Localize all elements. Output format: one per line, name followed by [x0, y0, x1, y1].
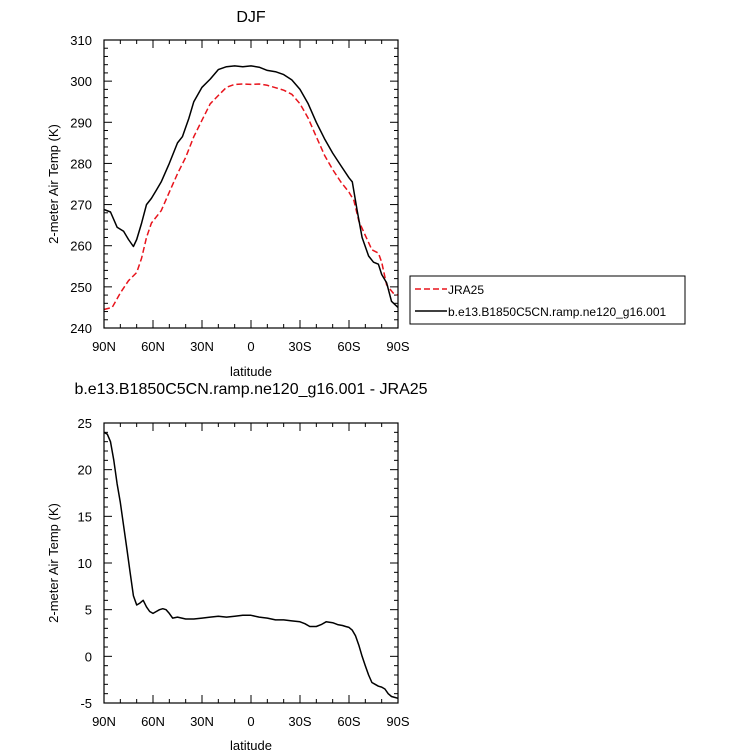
x-axis-label: latitude — [230, 364, 272, 379]
legend: JRA25 b.e13.B1850C5CN.ramp.ne120_g16.001 — [409, 275, 686, 325]
legend-entry: JRA25 — [448, 283, 484, 297]
y-tick-label: 25 — [78, 416, 92, 431]
y-tick-label: 20 — [78, 463, 92, 478]
y-tick-label: 300 — [70, 74, 92, 89]
x-tick-label: 90N — [92, 339, 116, 354]
y-tick-label: 240 — [70, 321, 92, 336]
x-tick-label: 90S — [386, 714, 409, 729]
plot-frame — [103, 39, 399, 329]
y-axis-label: 2-meter Air Temp (K) — [46, 503, 61, 623]
x-tick-label: 90S — [386, 339, 409, 354]
x-tick-label: 60S — [337, 714, 360, 729]
series-line-b-e13-b1850c5cn-ramp-ne120-g16-001 — [103, 65, 399, 308]
plot-frame — [103, 422, 399, 704]
y-tick-label: 280 — [70, 156, 92, 171]
y-tick-label: 5 — [85, 603, 92, 618]
x-tick-label: 60N — [141, 714, 165, 729]
y-tick-label: 260 — [70, 239, 92, 254]
chart-panel-2: b.e13.B1850C5CN.ramp.ne120_g16.001 - JRA… — [46, 381, 428, 753]
y-tick-label: 10 — [78, 556, 92, 571]
x-tick-label: 60N — [141, 339, 165, 354]
x-tick-label: 30N — [190, 714, 214, 729]
x-tick-label: 30S — [288, 714, 311, 729]
y-tick-label: 270 — [70, 198, 92, 213]
x-tick-label: 30S — [288, 339, 311, 354]
chart-title: b.e13.B1850C5CN.ramp.ne120_g16.001 - JRA… — [74, 381, 427, 398]
legend-entry: b.e13.B1850C5CN.ramp.ne120_g16.001 — [448, 305, 666, 319]
y-tick-label: 290 — [70, 115, 92, 130]
x-tick-label: 60S — [337, 339, 360, 354]
x-tick-label: 0 — [247, 339, 254, 354]
legend-box — [409, 275, 686, 325]
series-line-difference — [103, 431, 399, 700]
y-tick-label: 250 — [70, 280, 92, 295]
x-tick-label: 90N — [92, 714, 116, 729]
y-axis-label: 2-meter Air Temp (K) — [46, 124, 61, 244]
x-tick-label: 0 — [247, 714, 254, 729]
y-tick-label: 310 — [70, 33, 92, 48]
chart-title: DJF — [236, 9, 266, 26]
series-line-jra25 — [103, 83, 399, 311]
x-axis-label: latitude — [230, 738, 272, 753]
y-tick-label: -5 — [80, 696, 92, 711]
x-tick-label: 30N — [190, 339, 214, 354]
y-tick-label: 0 — [85, 649, 92, 664]
chart-panel-1: DJF 240 250 260 270 280 290 300 310 90N 60N 30N 0 30S… — [46, 9, 686, 379]
y-tick-label: 15 — [78, 509, 92, 524]
